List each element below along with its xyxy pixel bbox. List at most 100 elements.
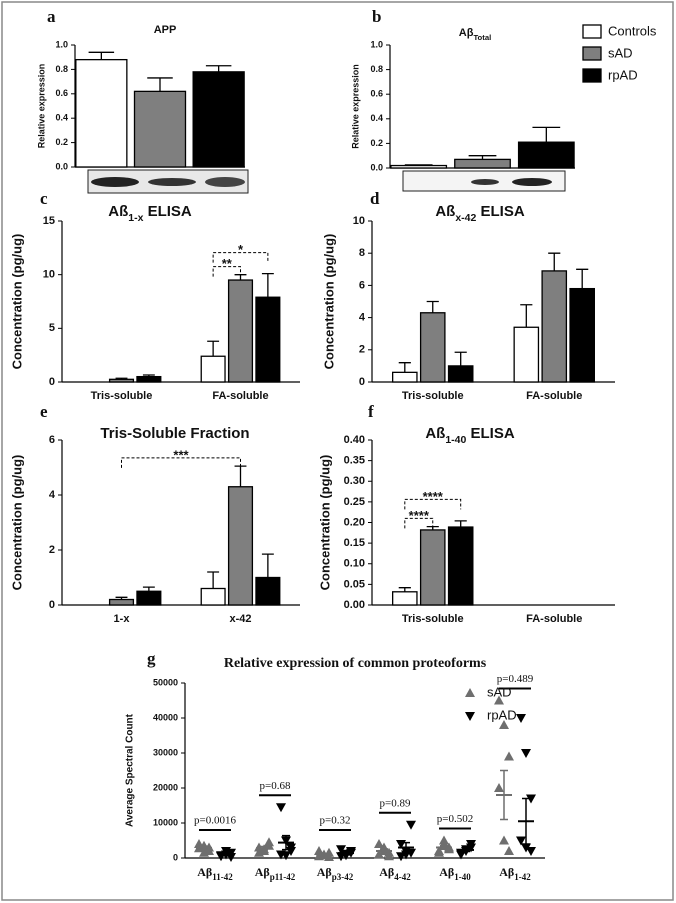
sem-bar	[320, 852, 328, 857]
y-tick-label: 0	[359, 376, 365, 388]
error-bar	[115, 377, 128, 380]
title-text: Aß	[425, 425, 445, 442]
x-tick-label: Aβ1-40	[439, 865, 471, 882]
data-point	[276, 803, 286, 813]
error-bar	[398, 362, 411, 373]
data-point	[406, 820, 416, 830]
error-bar	[261, 553, 274, 578]
y-tick-label: 0.0	[55, 161, 68, 171]
y-tick-label: 0	[49, 599, 55, 611]
y-tick-label: 0.0	[370, 162, 383, 172]
title-text: APP	[154, 24, 177, 36]
p-value-label: p=0.32	[320, 815, 351, 827]
chart-title: Relative expression of common proteoform…	[224, 656, 487, 671]
title-subscript: 1-40	[445, 434, 466, 446]
error-bar	[88, 51, 115, 60]
error-bar	[468, 155, 497, 160]
western-blot-a	[87, 169, 249, 194]
data-point	[494, 783, 504, 792]
y-tick-label: 0.25	[344, 496, 365, 508]
sem-bar	[282, 834, 290, 851]
error-bar	[147, 77, 173, 92]
y-tick-label: 2	[49, 544, 55, 556]
title-subscript: 1-x	[128, 212, 143, 224]
significance-bracket	[212, 266, 241, 277]
y-tick-label: 20000	[153, 782, 178, 792]
chart-title: Tris-Soluble Fraction	[100, 425, 249, 442]
panel-letter: f	[368, 402, 374, 421]
y-axis-label: Relative expression	[350, 64, 360, 149]
error-bar	[207, 571, 220, 589]
y-axis-label: Concentration (pg/ug)	[9, 234, 24, 370]
sem-bar	[402, 841, 410, 854]
bar	[133, 90, 187, 168]
legend-marker	[465, 688, 475, 697]
data-point	[516, 714, 526, 723]
y-axis-label: Concentration (pg/ug)	[317, 455, 332, 591]
sem-bar	[200, 845, 208, 851]
category-text: Aβ	[499, 865, 514, 879]
data-point	[499, 720, 509, 729]
title-subscript: Total	[473, 33, 491, 42]
category-text: Aβ	[439, 865, 454, 879]
y-tick-label: 0.6	[370, 89, 383, 99]
bar	[136, 375, 162, 383]
significance-bracket	[212, 252, 269, 263]
significance-bracket	[121, 457, 241, 468]
sem-bar	[462, 847, 470, 853]
panel-letter: e	[40, 402, 48, 421]
title-text: Aβ	[459, 27, 474, 39]
data-point	[254, 847, 264, 857]
x-tick-label: Aβ4-42	[379, 865, 411, 882]
bar	[392, 371, 418, 383]
bar	[200, 355, 226, 383]
y-tick-label: 0.05	[344, 578, 365, 590]
y-tick-label: 30000	[153, 747, 178, 757]
legend-marker	[465, 712, 475, 721]
data-point	[384, 847, 394, 857]
title-text: ELISA	[143, 203, 192, 220]
data-point	[281, 851, 291, 861]
y-tick-label: 0.6	[55, 88, 68, 98]
p-value-label: p=0.0016	[194, 815, 236, 827]
y-axis-label: Average Spectral Count	[125, 713, 136, 827]
bar	[419, 312, 446, 383]
legend-label: rpAD	[487, 707, 517, 722]
data-point	[494, 695, 504, 705]
bar	[392, 591, 418, 606]
panel-letter: c	[40, 189, 48, 208]
bar	[447, 526, 474, 606]
title-text: ELISA	[476, 203, 525, 220]
legend-swatch	[582, 46, 602, 61]
error-bar	[576, 268, 589, 289]
error-bar	[532, 126, 561, 143]
y-tick-label: 0	[49, 376, 55, 388]
sem-bar	[260, 845, 268, 851]
category-subscript: p11-42	[270, 872, 296, 882]
category-subscript: 4-42	[394, 872, 411, 882]
data-point	[406, 848, 416, 858]
data-point	[374, 839, 384, 848]
y-tick-label: 0.00	[344, 599, 365, 611]
sem-bar	[222, 852, 230, 857]
data-point	[516, 836, 526, 846]
panel-letter: g	[147, 649, 156, 668]
legend-label: sAD	[487, 684, 512, 699]
panel-letter: d	[370, 189, 380, 208]
bar	[255, 576, 281, 606]
title-subscript: x-42	[455, 212, 476, 224]
data-point	[434, 847, 444, 857]
bar	[75, 58, 128, 168]
error-bar	[115, 596, 128, 600]
bar	[200, 587, 226, 606]
data-point	[504, 751, 514, 761]
y-tick-label: 1.0	[55, 39, 68, 49]
significance-label: *	[238, 242, 244, 257]
significance-label: **	[222, 256, 233, 271]
legend-swatch	[582, 68, 602, 83]
y-tick-label: 0.35	[344, 455, 365, 467]
bar	[390, 164, 448, 169]
y-tick-label: 6	[359, 279, 365, 291]
data-point	[444, 844, 454, 854]
